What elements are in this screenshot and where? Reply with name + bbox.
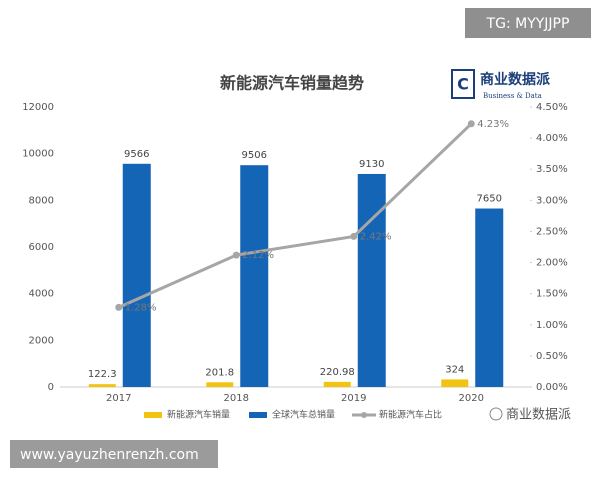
value-label: 2.12% (242, 250, 274, 261)
x-tick-label: 2018 (224, 393, 249, 404)
y2-tick-label: 3.00% (536, 195, 568, 206)
y-tick-label: 6000 (29, 242, 54, 253)
y2-tick-label: 1.50% (536, 289, 568, 300)
watermark-bottom: www.yayuzhenrenzh.com (20, 447, 199, 463)
y2-tick-label: 4.50% (536, 102, 568, 113)
legend-label: 全球汽车总销量 (272, 409, 335, 421)
line (118, 122, 473, 309)
bar (441, 379, 469, 387)
x-tick-label: 2017 (106, 393, 131, 404)
logo-name: 商业数据派 (480, 71, 551, 88)
line-point (350, 232, 358, 240)
watermark-bottom-box (10, 440, 218, 468)
bar (240, 165, 269, 387)
wechat-source: 商业数据派 (506, 408, 571, 423)
value-label: 9130 (359, 159, 384, 170)
watermark-top: TG: MYYJJPP (486, 16, 570, 32)
value-label: 201.8 (205, 367, 234, 378)
bar (122, 163, 151, 387)
y2-tick-label: 0.50% (536, 351, 568, 362)
y2-tick-label: 3.50% (536, 164, 568, 175)
value-label: 2.42% (360, 231, 392, 242)
value-label: 9566 (124, 149, 149, 160)
y2-tick-label: 2.00% (536, 258, 568, 269)
y-tick-label: 0 (48, 382, 54, 393)
legend-swatch (249, 412, 267, 418)
y-tick-label: 8000 (29, 195, 54, 206)
y2-tick-label: 2.50% (536, 226, 568, 237)
watermark-box (465, 8, 591, 38)
value-label: 4.23% (477, 119, 509, 130)
bar (206, 382, 234, 387)
logo-tagline: Business & Data (483, 92, 542, 100)
y-tick-label: 10000 (22, 149, 54, 160)
legend-label: 新能源汽车占比 (379, 409, 442, 421)
chart-title: 新能源汽车销量趋势 (220, 74, 364, 93)
value-label: 9506 (242, 150, 267, 161)
value-label: 1.28% (125, 302, 157, 313)
legend-swatch (144, 412, 162, 418)
bar (323, 381, 351, 387)
line-point (115, 303, 123, 311)
legend-swatch (361, 412, 367, 418)
line-point (467, 120, 475, 128)
bar (88, 384, 116, 387)
wechat-icon (489, 407, 503, 421)
value-label: 122.3 (88, 369, 117, 380)
x-tick-label: 2019 (341, 393, 366, 404)
y-tick-label: 4000 (29, 289, 54, 300)
legend-label: 新能源汽车销量 (167, 409, 230, 421)
y2-tick-label: 4.00% (536, 133, 568, 144)
logo-frame (451, 69, 475, 99)
logo-letter: C (457, 75, 469, 94)
y-tick-label: 12000 (22, 102, 54, 113)
bar (357, 173, 386, 387)
y-tick-label: 2000 (29, 335, 54, 346)
line-point (232, 251, 240, 259)
bar (475, 208, 504, 387)
value-label: 7650 (477, 194, 502, 205)
value-label: 324 (445, 364, 464, 375)
value-label: 220.98 (320, 367, 355, 378)
x-tick-label: 2020 (459, 393, 484, 404)
y2-tick-label: 0.00% (536, 382, 568, 393)
y2-tick-label: 1.00% (536, 320, 568, 331)
